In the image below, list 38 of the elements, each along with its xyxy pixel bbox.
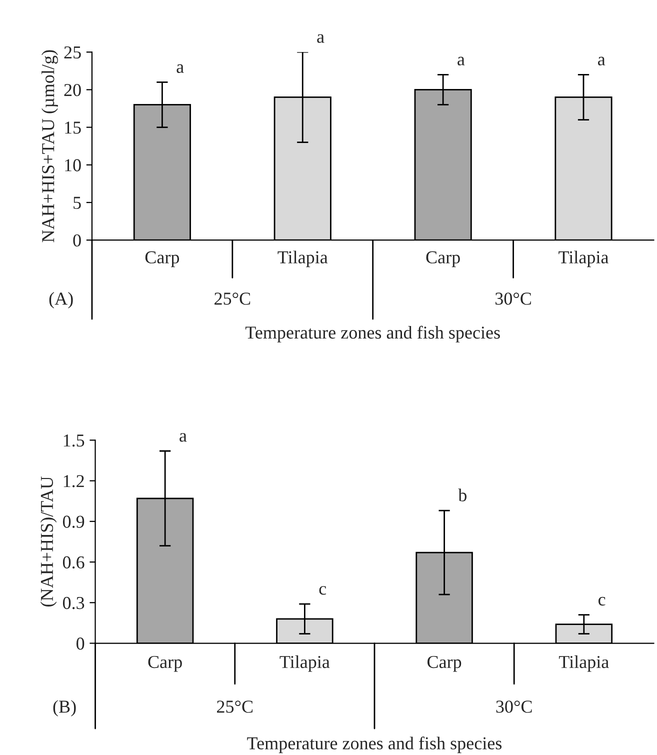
- y-axis-title: (NAH+HIS)/TAU: [40, 476, 57, 606]
- text: 30°C: [496, 700, 532, 713]
- y-tick-label: 20: [64, 84, 81, 96]
- annotation: a: [458, 56, 465, 66]
- y-tick-label: 5: [74, 196, 81, 209]
- x-tick-label: Tilapia: [278, 250, 328, 268]
- x-tick-label: Carp: [427, 656, 462, 672]
- y-tick-label: 0.9: [62, 516, 84, 528]
- y-tick-label: 0.6: [62, 556, 84, 569]
- text: (A): [49, 292, 73, 308]
- x-tick-label: Carp: [426, 251, 460, 268]
- text: 25°C: [217, 700, 253, 713]
- y-tick-label: 15: [65, 122, 81, 134]
- y-tick-label: 1.2: [64, 475, 84, 488]
- x-tick-label: Carp: [145, 251, 180, 268]
- annotation: c: [319, 586, 326, 595]
- x-tick-label: Carp: [148, 656, 182, 672]
- annotation: a: [176, 64, 184, 73]
- annotation: b: [458, 488, 467, 502]
- x-axis-title: Temperature zones and fish species: [245, 326, 500, 342]
- annotation: a: [598, 56, 606, 66]
- x-tick-label: Tilapia: [558, 655, 609, 672]
- y-axis-title: NAH+HIS+TAU (µmol/g): [42, 50, 58, 242]
- y-tick-label: 0.3: [62, 596, 84, 610]
- annotation: c: [598, 596, 606, 606]
- x-tick-label: Tilapia: [558, 250, 608, 268]
- annotation: a: [180, 433, 187, 442]
- y-tick-label: 0: [73, 234, 81, 247]
- y-tick-label: 1.5: [64, 434, 84, 447]
- y-tick-label: 10: [65, 159, 81, 172]
- text: (B): [53, 700, 76, 716]
- x-axis-title: Temperature zones and fish species: [247, 736, 502, 754]
- y-tick-label: 25: [64, 46, 81, 59]
- text: 25°C: [214, 292, 250, 305]
- text: 30°C: [495, 292, 531, 305]
- y-tick-label: 0: [76, 638, 84, 650]
- x-tick-label: Tilapia: [280, 655, 330, 672]
- text: a: [317, 34, 324, 43]
